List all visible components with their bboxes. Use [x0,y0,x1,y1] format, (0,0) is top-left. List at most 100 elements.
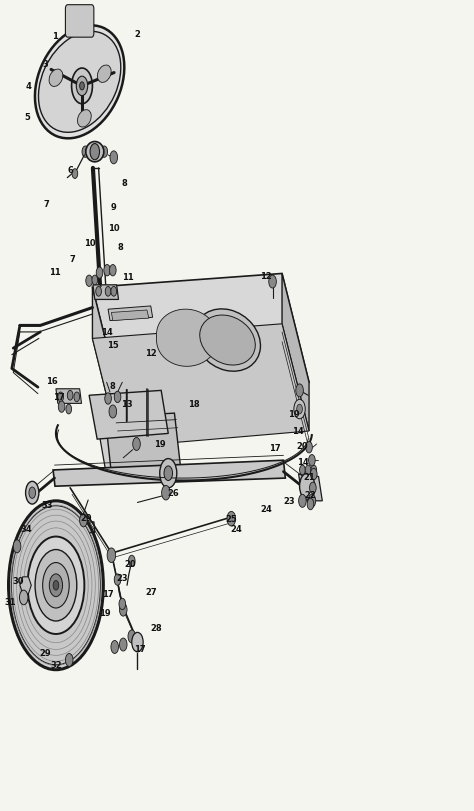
Polygon shape [156,310,218,367]
Circle shape [133,438,140,451]
Text: 10: 10 [108,224,119,234]
Text: 19: 19 [155,440,166,449]
Circle shape [110,152,118,165]
Ellipse shape [200,315,255,366]
Polygon shape [92,274,309,397]
Circle shape [227,512,236,526]
Polygon shape [108,307,153,321]
Text: 29: 29 [81,513,92,522]
Text: 14: 14 [101,328,112,337]
Text: 33: 33 [42,500,53,509]
Circle shape [44,603,49,613]
Circle shape [53,553,59,563]
Circle shape [310,469,317,480]
Circle shape [119,599,126,610]
Text: 24: 24 [261,504,272,514]
Circle shape [109,265,116,277]
Text: 10: 10 [84,238,96,248]
Polygon shape [92,288,119,448]
Circle shape [82,147,89,158]
Polygon shape [53,461,285,487]
Text: 20: 20 [297,441,308,451]
Text: 28: 28 [151,623,162,633]
Text: 25: 25 [226,514,237,524]
Circle shape [119,603,127,616]
Circle shape [300,466,305,475]
Circle shape [80,83,84,91]
Ellipse shape [35,26,124,139]
Circle shape [67,391,73,401]
Circle shape [160,459,177,488]
Circle shape [310,483,316,494]
Circle shape [300,474,315,500]
Circle shape [296,384,303,397]
Polygon shape [100,431,175,469]
Text: 20: 20 [125,559,136,569]
Circle shape [119,638,127,651]
Circle shape [107,548,116,563]
Circle shape [309,455,315,466]
Circle shape [128,556,135,567]
Text: 34: 34 [20,524,32,534]
Circle shape [29,487,36,499]
Text: 26: 26 [167,488,179,498]
Circle shape [66,405,72,414]
Text: 1: 1 [52,32,57,41]
Text: 5: 5 [25,113,30,122]
Circle shape [114,392,121,403]
Circle shape [297,405,302,414]
Circle shape [76,77,88,97]
Circle shape [86,276,92,287]
Text: 30: 30 [12,576,24,586]
Ellipse shape [9,501,103,670]
Polygon shape [111,311,149,321]
Text: 24: 24 [230,524,242,534]
Text: 22: 22 [305,490,316,500]
Polygon shape [93,285,118,300]
Circle shape [96,287,101,297]
Text: 19: 19 [288,409,300,418]
Circle shape [306,442,312,453]
Circle shape [49,574,63,597]
Circle shape [164,466,173,481]
Circle shape [35,550,77,621]
Circle shape [269,276,276,289]
Polygon shape [92,324,309,448]
Ellipse shape [49,70,63,88]
Circle shape [104,265,110,277]
Text: 23: 23 [283,496,295,506]
Circle shape [311,466,317,475]
Polygon shape [20,577,31,594]
Circle shape [299,495,306,508]
Circle shape [74,393,80,402]
Circle shape [92,276,98,285]
Circle shape [294,400,305,419]
Text: 2: 2 [135,29,140,39]
Circle shape [162,486,170,500]
Text: 6: 6 [67,165,73,175]
Text: 18: 18 [189,399,200,409]
Polygon shape [282,274,309,431]
Ellipse shape [11,506,100,665]
Circle shape [27,537,84,634]
Text: 7: 7 [69,255,75,264]
Circle shape [111,287,117,297]
Text: 8: 8 [110,381,116,391]
Polygon shape [89,391,168,440]
Text: 3: 3 [42,60,48,70]
Text: 8: 8 [118,242,124,252]
Text: 12: 12 [145,348,156,358]
Text: 14: 14 [298,457,309,467]
Circle shape [58,401,65,413]
Circle shape [43,563,69,608]
Text: 4: 4 [26,82,31,92]
Ellipse shape [194,310,261,371]
Ellipse shape [97,66,111,84]
Circle shape [58,393,64,402]
Text: 11: 11 [122,272,134,282]
Text: 32: 32 [50,660,62,670]
Circle shape [72,69,92,105]
Ellipse shape [86,143,104,162]
FancyBboxPatch shape [65,6,94,38]
Circle shape [63,603,68,613]
